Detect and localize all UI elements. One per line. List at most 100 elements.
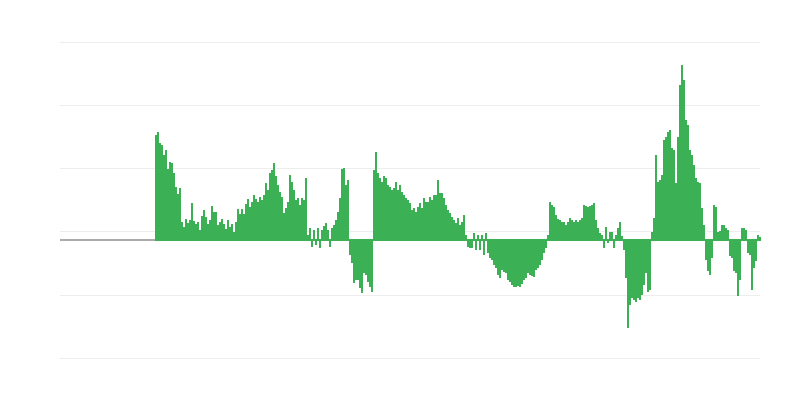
bar	[665, 137, 667, 241]
bar	[261, 200, 263, 241]
bar	[465, 235, 467, 241]
bar	[319, 239, 321, 248]
bar	[403, 195, 405, 241]
bar	[359, 239, 361, 288]
bar	[569, 218, 571, 241]
bar	[725, 228, 727, 241]
bar	[369, 239, 371, 287]
bar	[679, 85, 681, 241]
bar	[267, 190, 269, 241]
bar	[241, 209, 243, 241]
bar	[623, 239, 625, 250]
bar	[279, 192, 281, 241]
bar	[713, 205, 715, 241]
bar	[669, 130, 671, 241]
bar	[441, 193, 443, 241]
bar	[571, 220, 573, 241]
bar	[309, 228, 311, 241]
bar	[709, 239, 711, 275]
bar	[467, 239, 469, 247]
bar	[271, 170, 273, 241]
bar	[351, 239, 353, 263]
bar	[371, 239, 373, 292]
bar	[691, 155, 693, 241]
bar	[439, 193, 441, 241]
bar	[221, 219, 223, 241]
bar	[287, 202, 289, 241]
bar	[591, 205, 593, 241]
bar	[711, 239, 713, 258]
bar	[259, 197, 261, 241]
bar	[735, 239, 737, 273]
bar	[747, 239, 749, 253]
bar	[745, 230, 747, 241]
bar	[225, 229, 227, 241]
bar	[289, 175, 291, 241]
bar	[689, 150, 691, 241]
bar	[257, 202, 259, 241]
bar	[559, 220, 561, 241]
bar	[283, 213, 285, 241]
bar	[755, 239, 757, 261]
bar	[721, 225, 723, 241]
bar	[447, 210, 449, 241]
bar	[651, 232, 653, 241]
bar	[449, 213, 451, 241]
bar	[649, 239, 651, 290]
bar	[205, 217, 207, 241]
bar	[557, 219, 559, 241]
bar	[633, 239, 635, 300]
bar	[191, 203, 193, 241]
bar	[743, 228, 745, 241]
bar	[209, 220, 211, 241]
bar	[487, 239, 489, 253]
bar	[163, 155, 165, 241]
bar	[379, 178, 381, 241]
bar	[367, 239, 369, 282]
bar	[345, 185, 347, 241]
bar	[325, 223, 327, 241]
bar	[621, 236, 623, 241]
grid-line	[60, 105, 760, 106]
grid-line	[60, 42, 760, 43]
bar	[535, 239, 537, 270]
bar	[553, 207, 555, 241]
bar	[329, 239, 331, 247]
bar	[189, 220, 191, 241]
bar	[307, 235, 309, 241]
bar	[231, 224, 233, 241]
grid-line	[60, 295, 760, 296]
bar	[383, 176, 385, 241]
bar	[299, 205, 301, 241]
bar	[759, 237, 761, 241]
bar	[715, 207, 717, 241]
bar	[305, 178, 307, 241]
bar	[353, 239, 355, 283]
bar	[635, 239, 637, 302]
bar	[293, 190, 295, 241]
bar	[197, 222, 199, 241]
bar	[185, 219, 187, 241]
bar	[391, 190, 393, 241]
bar	[243, 214, 245, 241]
bar	[727, 230, 729, 241]
bar	[397, 190, 399, 241]
bar	[695, 178, 697, 241]
bar	[411, 210, 413, 241]
bar	[459, 225, 461, 241]
bar	[493, 239, 495, 265]
bar	[269, 173, 271, 241]
bar	[489, 239, 491, 258]
bar	[377, 173, 379, 241]
bar	[517, 239, 519, 286]
bar	[373, 170, 375, 241]
bar	[291, 182, 293, 241]
bar	[617, 228, 619, 241]
bar	[375, 152, 377, 241]
bar	[247, 199, 249, 241]
bar	[527, 239, 529, 273]
bar	[295, 200, 297, 241]
bar	[415, 212, 417, 241]
bar	[169, 162, 171, 241]
bar	[683, 80, 685, 241]
